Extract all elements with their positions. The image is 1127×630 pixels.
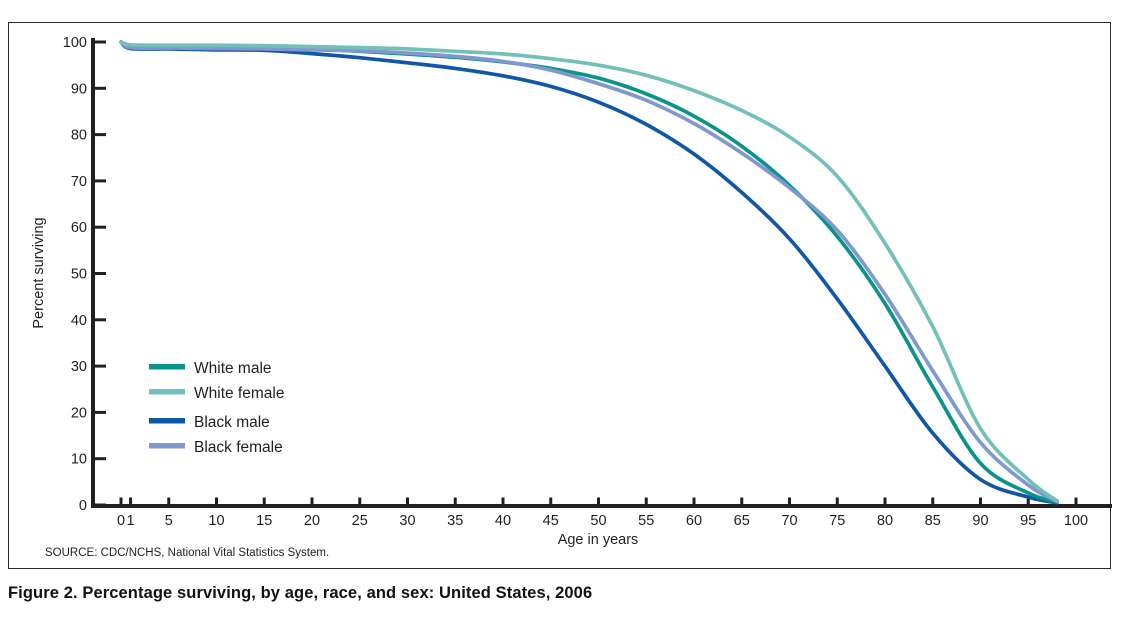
x-tick-label: 30 — [399, 513, 415, 529]
x-tick-label: 50 — [590, 513, 606, 529]
y-tick-label: 30 — [71, 359, 87, 375]
legend-item-black-female: Black female — [149, 439, 283, 456]
x-tick-label: 15 — [256, 513, 272, 529]
x-tick-label: 70 — [781, 513, 797, 529]
y-tick-label: 100 — [63, 35, 87, 51]
legend-label-white-male: White male — [194, 360, 272, 377]
legend-label-black-male: Black male — [194, 414, 270, 431]
x-tick-label: 55 — [638, 513, 654, 529]
x-tick-label: 25 — [352, 513, 368, 529]
figure-caption: Figure 2. Percentage surviving, by age, … — [8, 584, 593, 602]
y-tick-label: 80 — [71, 128, 87, 144]
legend-swatch-white-female — [149, 389, 185, 395]
y-tick-label: 90 — [71, 81, 87, 97]
x-tick-label: 35 — [447, 513, 463, 529]
x-tick-label: 40 — [495, 513, 511, 529]
series-line-black-male — [119, 40, 1059, 505]
y-tick-label: 10 — [71, 452, 87, 468]
legend-label-black-female: Black female — [194, 439, 283, 456]
x-axis-title: Age in years — [558, 532, 639, 548]
x-tick-label: 0 — [117, 513, 125, 529]
x-tick-label: 5 — [165, 513, 173, 529]
x-tick-label: 95 — [1020, 513, 1036, 529]
x-tick-label: 75 — [829, 513, 845, 529]
x-tick-label: 65 — [734, 513, 750, 529]
y-tick-label: 0 — [79, 498, 87, 514]
legend-swatch-black-female — [149, 443, 185, 449]
x-tick-label: 45 — [543, 513, 559, 529]
series-line-white-female — [119, 40, 1059, 503]
series-line-white-male — [119, 40, 1059, 505]
figure-frame: 0 10 20 30 40 50 60 70 80 90 100 0 1 5 10 15 20 25 30 35 40 4… — [8, 22, 1112, 569]
x-tick-label: 1 — [127, 513, 135, 529]
y-tick-label: 60 — [71, 220, 87, 236]
x-tick-label: 90 — [972, 513, 988, 529]
y-tick-label: 40 — [71, 313, 87, 329]
y-tick-label: 20 — [71, 405, 87, 421]
legend-label-white-female: White female — [194, 385, 284, 402]
x-tick-label: 100 — [1064, 513, 1088, 529]
y-axis-title: Percent surviving — [31, 217, 47, 328]
x-tick-label: 20 — [304, 513, 320, 529]
legend-item-white-female: White female — [149, 385, 284, 402]
x-tick-label: 85 — [925, 513, 941, 529]
x-tick-label: 10 — [208, 513, 224, 529]
series-line-black-female — [119, 40, 1059, 504]
x-tick-label: 60 — [686, 513, 702, 529]
legend-item-white-male: White male — [149, 360, 272, 377]
y-tick-label: 70 — [71, 174, 87, 190]
x-tick-label: 80 — [877, 513, 893, 529]
legend-swatch-white-male — [149, 364, 185, 370]
legend-item-black-male: Black male — [149, 414, 270, 431]
y-tick-label: 50 — [71, 267, 87, 283]
legend-swatch-black-male — [149, 418, 185, 424]
source-note: SOURCE: CDC/NCHS, National Vital Statist… — [45, 547, 329, 559]
